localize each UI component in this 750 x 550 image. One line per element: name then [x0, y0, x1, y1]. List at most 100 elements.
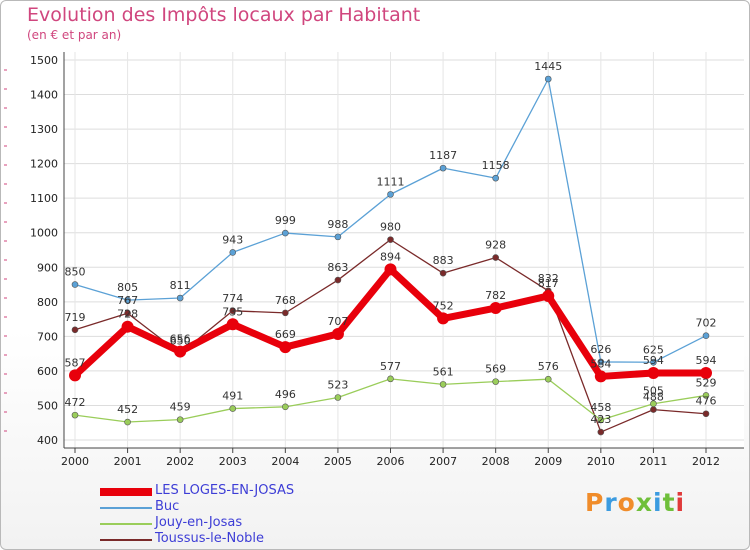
x-tick-label: 2010: [587, 455, 615, 468]
data-point: [176, 416, 184, 423]
data-point: [650, 406, 657, 413]
legend-item-toussus-le-noble: Toussus-le-Noble: [100, 531, 400, 548]
chart-subtitle: (en € et par an): [27, 28, 122, 42]
data-label: 980: [380, 221, 401, 234]
data-point: [282, 309, 289, 317]
data-label: 587: [65, 356, 86, 369]
logo-letter: P: [585, 488, 605, 517]
data-label: 594: [696, 354, 717, 367]
data-point: [387, 236, 394, 243]
y-tick-label: 1300: [30, 123, 58, 136]
legend-swatch: [100, 539, 152, 541]
line-chart: 400 500 600 700 800 900 1000 1100 1200 1300 1400 15…: [4, 52, 744, 468]
data-point: [71, 411, 79, 419]
data-label: 491: [222, 390, 243, 403]
data-label: 458: [590, 401, 611, 414]
logo-letter: t: [662, 488, 676, 517]
data-point: [437, 312, 450, 325]
data-point: [334, 276, 342, 284]
y-tick-label: 700: [37, 330, 58, 343]
data-label: 767: [117, 294, 138, 307]
data-label: 817: [538, 277, 559, 290]
data-point: [331, 327, 344, 340]
data-label: 472: [65, 396, 86, 409]
legend-label: Buc: [155, 499, 180, 514]
y-tick-label: 1100: [30, 192, 58, 205]
x-tick-label: 2002: [166, 455, 194, 468]
data-point: [334, 233, 342, 241]
data-point: [124, 309, 131, 317]
legend-item-jouy-en-josas: Jouy-en-Josas: [100, 515, 400, 532]
data-point: [489, 302, 502, 315]
data-label: 774: [222, 292, 243, 305]
data-label: 669: [275, 328, 296, 341]
data-point: [69, 369, 81, 382]
data-label: 1445: [534, 60, 562, 73]
data-label: 476: [696, 395, 717, 408]
data-point: [384, 263, 397, 276]
data-point: [282, 403, 289, 411]
data-label: 782: [485, 289, 506, 302]
x-tick-label: 2004: [271, 455, 299, 468]
data-point: [439, 164, 447, 172]
data-point: [492, 174, 499, 182]
data-label: 1187: [429, 149, 457, 162]
legend-item-les-loges-en-josas: LES LOGES-EN-JOSAS: [100, 483, 400, 500]
data-label: 988: [327, 218, 348, 231]
chart-title: Evolution des Impôts locaux par Habitant: [27, 4, 421, 26]
data-label: 1111: [377, 175, 405, 188]
data-point: [174, 345, 187, 358]
data-label: 576: [538, 360, 559, 373]
chart-legend: LES LOGES-EN-JOSAS Buc Jouy-en-Josas Tou…: [100, 483, 400, 548]
data-point: [176, 294, 184, 302]
data-label: 594: [643, 354, 664, 367]
data-point: [439, 381, 447, 388]
data-point: [702, 410, 710, 418]
data-point: [597, 416, 605, 424]
legend-swatch: [100, 507, 152, 509]
legend-label: Jouy-en-Josas: [155, 515, 243, 530]
data-point: [702, 392, 710, 399]
data-label: 719: [65, 311, 86, 324]
data-label: 735: [222, 305, 243, 318]
data-point: [124, 296, 131, 304]
data-label: 728: [117, 308, 138, 321]
data-label: 523: [327, 379, 348, 392]
data-label: 496: [275, 388, 296, 401]
y-tick-label: 1500: [30, 54, 58, 67]
data-label: 999: [275, 214, 296, 227]
x-tick-label: 2012: [692, 455, 720, 468]
data-label: 883: [433, 254, 454, 267]
proxiti-logo: Proxiti: [585, 488, 685, 517]
data-point: [334, 394, 342, 401]
y-tick-label: 600: [37, 365, 58, 378]
data-label: 850: [65, 266, 86, 279]
data-point: [282, 229, 289, 237]
x-tick-label: 2001: [114, 455, 142, 468]
data-label: 529: [696, 376, 717, 389]
data-label: 752: [433, 299, 454, 312]
data-label: 832: [538, 272, 559, 285]
logo-letter: i: [675, 488, 686, 517]
logo-letter: x: [635, 488, 653, 517]
data-point: [121, 320, 134, 333]
x-tick-label: 2011: [639, 455, 667, 468]
data-label: 488: [643, 391, 664, 404]
x-tick-label: 2008: [482, 455, 510, 468]
x-tick-label: 2006: [377, 455, 405, 468]
data-point: [702, 332, 710, 339]
logo-letter: i: [653, 488, 663, 517]
data-label: 805: [117, 281, 138, 294]
x-tick-label: 2009: [534, 455, 562, 468]
data-point: [229, 405, 237, 412]
y-tick-label: 900: [37, 261, 58, 274]
data-point: [650, 400, 657, 408]
data-point: [650, 358, 657, 366]
data-point: [597, 428, 605, 436]
data-label: 943: [222, 233, 243, 246]
data-label: 577: [380, 360, 401, 373]
data-point: [387, 191, 394, 198]
data-point: [71, 326, 79, 334]
data-label: 459: [170, 401, 191, 414]
data-label: 569: [485, 363, 506, 376]
